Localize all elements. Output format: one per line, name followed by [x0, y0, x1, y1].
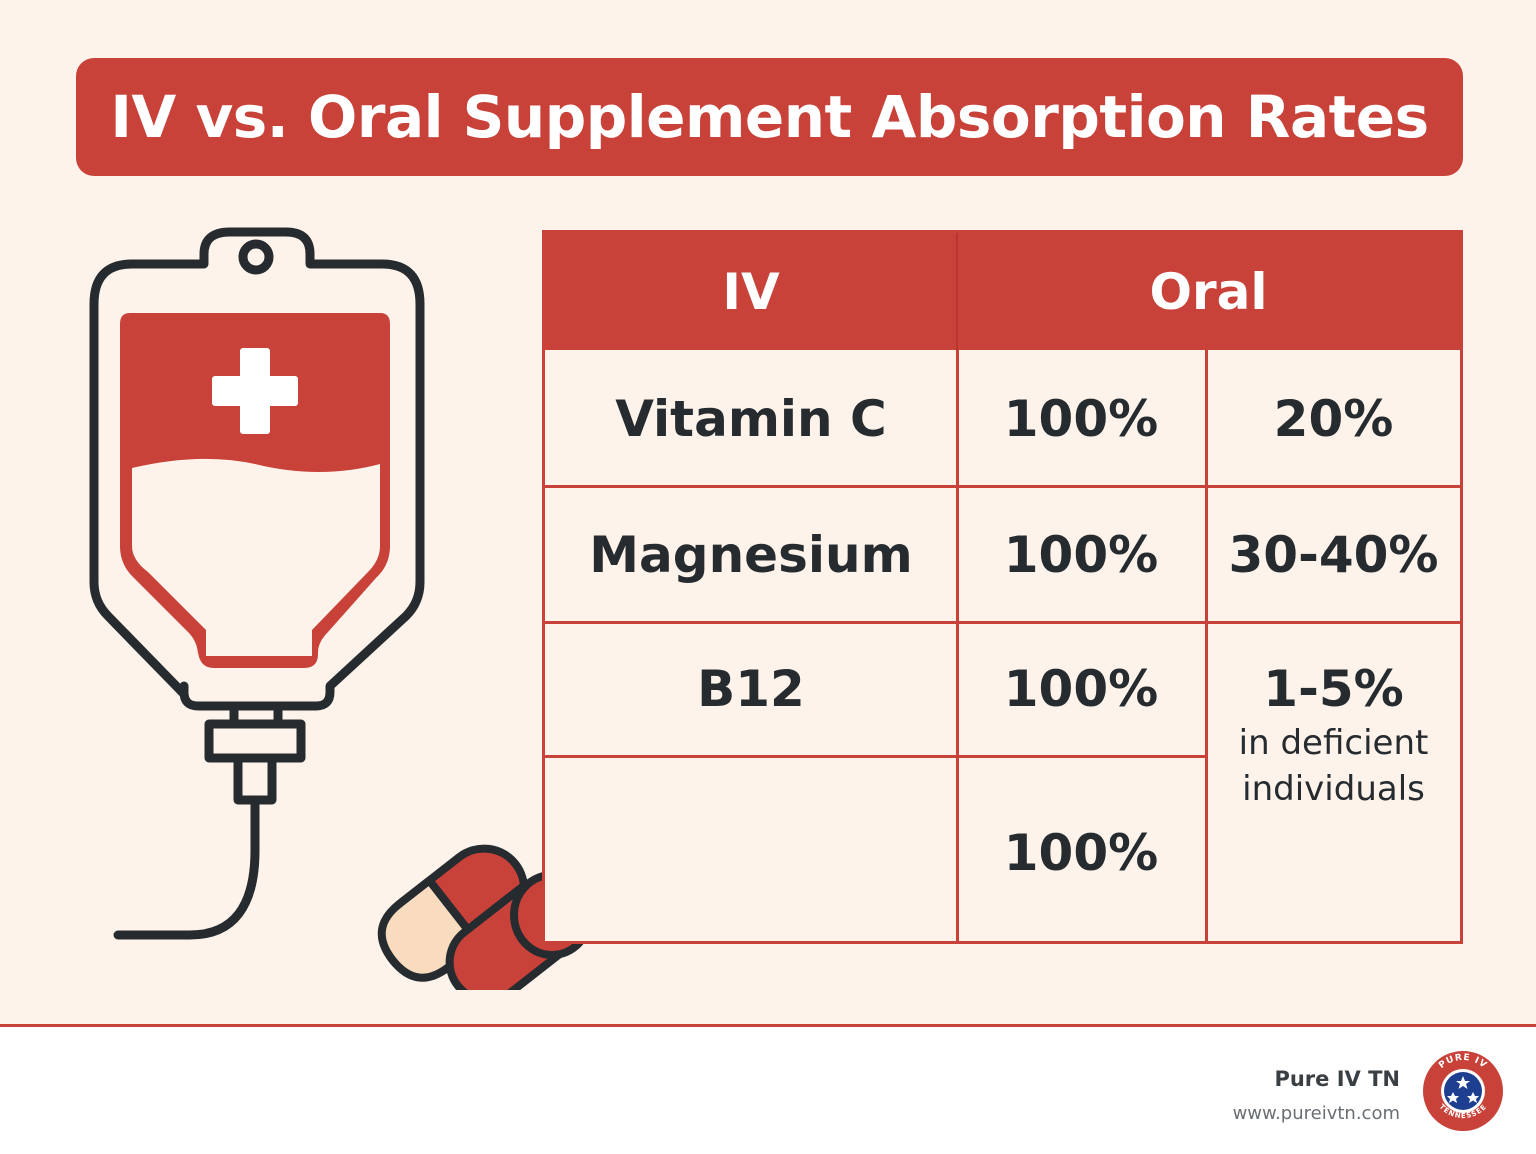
medical-cross-icon	[212, 348, 298, 434]
page-title: IV vs. Oral Supplement Absorption Rates	[110, 83, 1429, 151]
brand-url: www.pureivtn.com	[1232, 1103, 1400, 1124]
absorption-table: IV Oral Vitamin C 100% 20% Magnesium 100…	[542, 230, 1463, 944]
grid-line	[545, 755, 1208, 758]
row-label-vitamin-c: Vitamin C	[615, 389, 887, 448]
row-oral-b12: 1-5% in deficient individuals	[1207, 622, 1460, 942]
iv-bag-fluid	[120, 313, 390, 668]
tennessee-seal-icon: PURE IV TENNESSEE	[1421, 1049, 1505, 1133]
row-label-empty	[545, 756, 957, 942]
row-oral-b12-note: in deficient individuals	[1238, 723, 1429, 809]
title-banner: IV vs. Oral Supplement Absorption Rates	[76, 58, 1463, 176]
grid-line	[956, 350, 959, 944]
header-divider	[956, 233, 958, 350]
footer: Pure IV TN www.pureivtn.com	[0, 1024, 1536, 1154]
grid-line	[1205, 350, 1208, 944]
row-iv-magnesium: 100%	[1003, 525, 1159, 584]
table-header: IV Oral	[545, 233, 1460, 350]
row-iv-extra: 100%	[1003, 824, 1159, 882]
row-iv-vitamin-c: 100%	[1003, 389, 1159, 448]
brand-name: Pure IV TN	[1274, 1067, 1400, 1091]
grid-line	[545, 621, 1460, 624]
row-label-b12: B12	[697, 660, 805, 718]
row-label-magnesium: Magnesium	[589, 525, 913, 584]
header-oral: Oral	[1149, 262, 1268, 321]
row-oral-b12-value: 1-5%	[1263, 660, 1404, 718]
row-oral-vitamin-c: 20%	[1273, 389, 1394, 448]
grid-line	[545, 485, 1460, 488]
row-iv-b12: 100%	[1003, 660, 1159, 718]
illustration	[89, 227, 594, 990]
row-oral-magnesium: 30-40%	[1228, 525, 1439, 584]
header-iv: IV	[722, 262, 780, 321]
